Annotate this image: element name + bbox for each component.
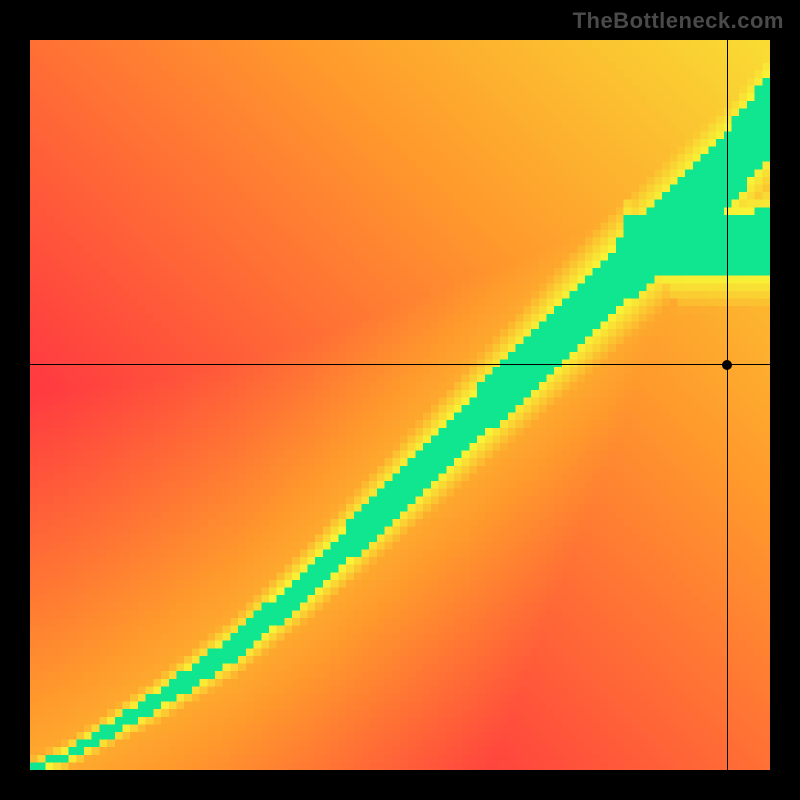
crosshair-vertical-line (727, 40, 728, 770)
heatmap-plot (30, 40, 770, 770)
watermark-text: TheBottleneck.com (573, 8, 784, 34)
crosshair-horizontal-line (30, 364, 770, 365)
crosshair-dot (722, 360, 732, 370)
heatmap-canvas (30, 40, 770, 770)
